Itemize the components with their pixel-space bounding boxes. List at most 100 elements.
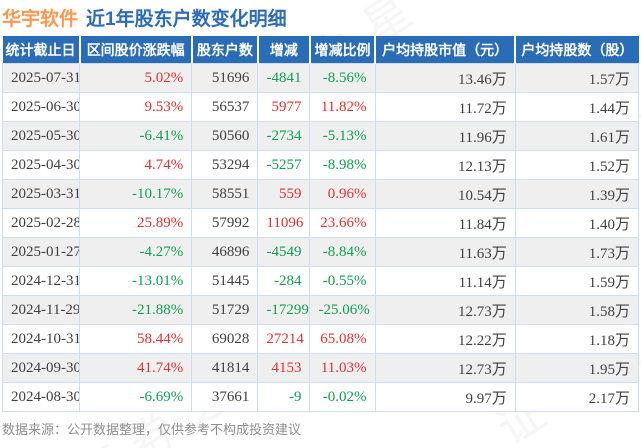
value-cell: 27214 bbox=[257, 324, 311, 354]
value-cell: -13.01% bbox=[79, 266, 193, 296]
value-cell: 56537 bbox=[191, 92, 259, 122]
table-row: 2025-02-28 25.89% 57992 11096 23.66% 11.84万 1.… bbox=[1, 208, 640, 238]
value-cell: -0.55% bbox=[309, 266, 376, 296]
date-cell: 2024-12-31 bbox=[1, 266, 81, 296]
value-cell: 41.74% bbox=[79, 353, 193, 383]
date-cell: 2025-01-27 bbox=[1, 237, 81, 267]
value-cell: 1.40万 bbox=[514, 208, 640, 238]
value-cell: 50560 bbox=[191, 121, 259, 151]
value-cell: -4841 bbox=[257, 63, 311, 93]
date-cell: 2024-08-30 bbox=[1, 382, 81, 412]
value-cell: 51696 bbox=[191, 63, 259, 93]
value-cell: 10.54万 bbox=[374, 179, 516, 209]
value-cell: 9.53% bbox=[79, 92, 193, 122]
value-cell: -17299 bbox=[257, 295, 311, 325]
table-body: 2025-07-31 5.02% 51696 -4841 -8.56% 13.46万 1.5… bbox=[1, 63, 640, 412]
date-cell: 2025-05-30 bbox=[1, 121, 81, 151]
value-cell: 1.59万 bbox=[514, 266, 640, 296]
data-source-note: 数据来源：公开数据整理，仅供参考不构成投资建议 bbox=[2, 422, 302, 437]
value-cell: -284 bbox=[257, 266, 311, 296]
value-cell: 13.46万 bbox=[374, 63, 516, 93]
table-row: 2025-04-30 4.74% 53294 -5257 -8.98% 12.13万 1.5… bbox=[1, 150, 640, 180]
value-cell: 11.03% bbox=[309, 353, 376, 383]
value-cell: -8.98% bbox=[309, 150, 376, 180]
value-cell: 11.96万 bbox=[374, 121, 516, 151]
column-header: 股东户数 bbox=[190, 36, 258, 64]
value-cell: 12.73万 bbox=[374, 295, 516, 325]
value-cell: 11096 bbox=[257, 208, 311, 238]
value-cell: 12.73万 bbox=[374, 353, 516, 383]
table-header: 统计截止日 区间股价涨跌幅 股东户数 增减 增减比例 户均持股市值（元） 户均持股数（股） bbox=[2, 36, 639, 64]
value-cell: -8.84% bbox=[309, 237, 376, 267]
value-cell: -6.41% bbox=[79, 121, 193, 151]
value-cell: 9.97万 bbox=[374, 382, 516, 412]
table-row: 2024-09-30 41.74% 41814 4153 11.03% 12.73万 1.9… bbox=[1, 353, 640, 383]
value-cell: 11.82% bbox=[309, 92, 376, 122]
value-cell: 51729 bbox=[191, 295, 259, 325]
column-header: 增减比例 bbox=[308, 36, 376, 64]
table-row: 2025-01-27 -4.27% 46896 -4549 -8.84% 11.63万 1.… bbox=[1, 237, 640, 267]
date-cell: 2025-02-28 bbox=[1, 208, 81, 238]
column-header: 区间股价涨跌幅 bbox=[78, 36, 192, 64]
column-header: 统计截止日 bbox=[2, 36, 80, 64]
page-title: 近1年股东户数变化明细 bbox=[86, 9, 287, 30]
value-cell: 1.58万 bbox=[514, 295, 640, 325]
value-cell: -21.88% bbox=[79, 295, 193, 325]
value-cell: 4.74% bbox=[79, 150, 193, 180]
value-cell: -10.17% bbox=[79, 179, 193, 209]
value-cell: -6.69% bbox=[79, 382, 193, 412]
value-cell: 58551 bbox=[191, 179, 259, 209]
value-cell: 51445 bbox=[191, 266, 259, 296]
value-cell: 58.44% bbox=[79, 324, 193, 354]
title-bar: 华宇软件 近1年股东户数变化明细 bbox=[0, 0, 641, 36]
date-cell: 2024-11-29 bbox=[1, 295, 81, 325]
date-cell: 2025-06-30 bbox=[1, 92, 81, 122]
value-cell: 12.22万 bbox=[374, 324, 516, 354]
value-cell: -4.27% bbox=[79, 237, 193, 267]
value-cell: -25.06% bbox=[309, 295, 376, 325]
date-cell: 2025-07-31 bbox=[1, 63, 81, 93]
table-header-row: 统计截止日 区间股价涨跌幅 股东户数 增减 增减比例 户均持股市值（元） 户均持股数（股） bbox=[2, 36, 639, 64]
value-cell: 11.72万 bbox=[374, 92, 516, 122]
value-cell: 1.18万 bbox=[514, 324, 640, 354]
column-header: 户均持股市值（元） bbox=[374, 36, 516, 64]
value-cell: -9 bbox=[257, 382, 311, 412]
value-cell: -0.02% bbox=[309, 382, 376, 412]
value-cell: -2734 bbox=[257, 121, 311, 151]
value-cell: 65.08% bbox=[309, 324, 376, 354]
value-cell: 37661 bbox=[191, 382, 259, 412]
value-cell: 12.13万 bbox=[374, 150, 516, 180]
value-cell: 559 bbox=[257, 179, 311, 209]
column-header: 增减 bbox=[256, 36, 310, 64]
value-cell: 57992 bbox=[191, 208, 259, 238]
value-cell: 1.73万 bbox=[514, 237, 640, 267]
value-cell: 1.52万 bbox=[514, 150, 640, 180]
shareholder-table: 统计截止日 区间股价涨跌幅 股东户数 增减 增减比例 户均持股市值（元） 户均持股数（股） … bbox=[1, 36, 640, 412]
table-row: 2024-10-31 58.44% 69028 27214 65.08% 12.22万 1.… bbox=[1, 324, 640, 354]
value-cell: 11.63万 bbox=[374, 237, 516, 267]
value-cell: 0.96% bbox=[309, 179, 376, 209]
table-row: 2024-08-30 -6.69% 37661 -9 -0.02% 9.97万 2.17万 bbox=[1, 382, 640, 412]
value-cell: 2.17万 bbox=[514, 382, 640, 412]
value-cell: 25.89% bbox=[79, 208, 193, 238]
table-row: 2025-07-31 5.02% 51696 -4841 -8.56% 13.46万 1.5… bbox=[1, 63, 640, 93]
date-cell: 2024-09-30 bbox=[1, 353, 81, 383]
value-cell: 11.84万 bbox=[374, 208, 516, 238]
value-cell: 41814 bbox=[191, 353, 259, 383]
value-cell: 46896 bbox=[191, 237, 259, 267]
value-cell: 1.57万 bbox=[514, 63, 640, 93]
value-cell: -5257 bbox=[257, 150, 311, 180]
date-cell: 2025-03-31 bbox=[1, 179, 81, 209]
value-cell: 1.95万 bbox=[514, 353, 640, 383]
table-row: 2024-11-29 -21.88% 51729 -17299 -25.06% 12.73… bbox=[1, 295, 640, 325]
value-cell: 23.66% bbox=[309, 208, 376, 238]
value-cell: 1.39万 bbox=[514, 179, 640, 209]
value-cell: 11.14万 bbox=[374, 266, 516, 296]
stock-name: 华宇软件 bbox=[2, 9, 79, 30]
value-cell: 1.61万 bbox=[514, 121, 640, 151]
table-row: 2025-03-31 -10.17% 58551 559 0.96% 10.54万 1.39… bbox=[1, 179, 640, 209]
value-cell: 5.02% bbox=[79, 63, 193, 93]
value-cell: -5.13% bbox=[309, 121, 376, 151]
date-cell: 2024-10-31 bbox=[1, 324, 81, 354]
